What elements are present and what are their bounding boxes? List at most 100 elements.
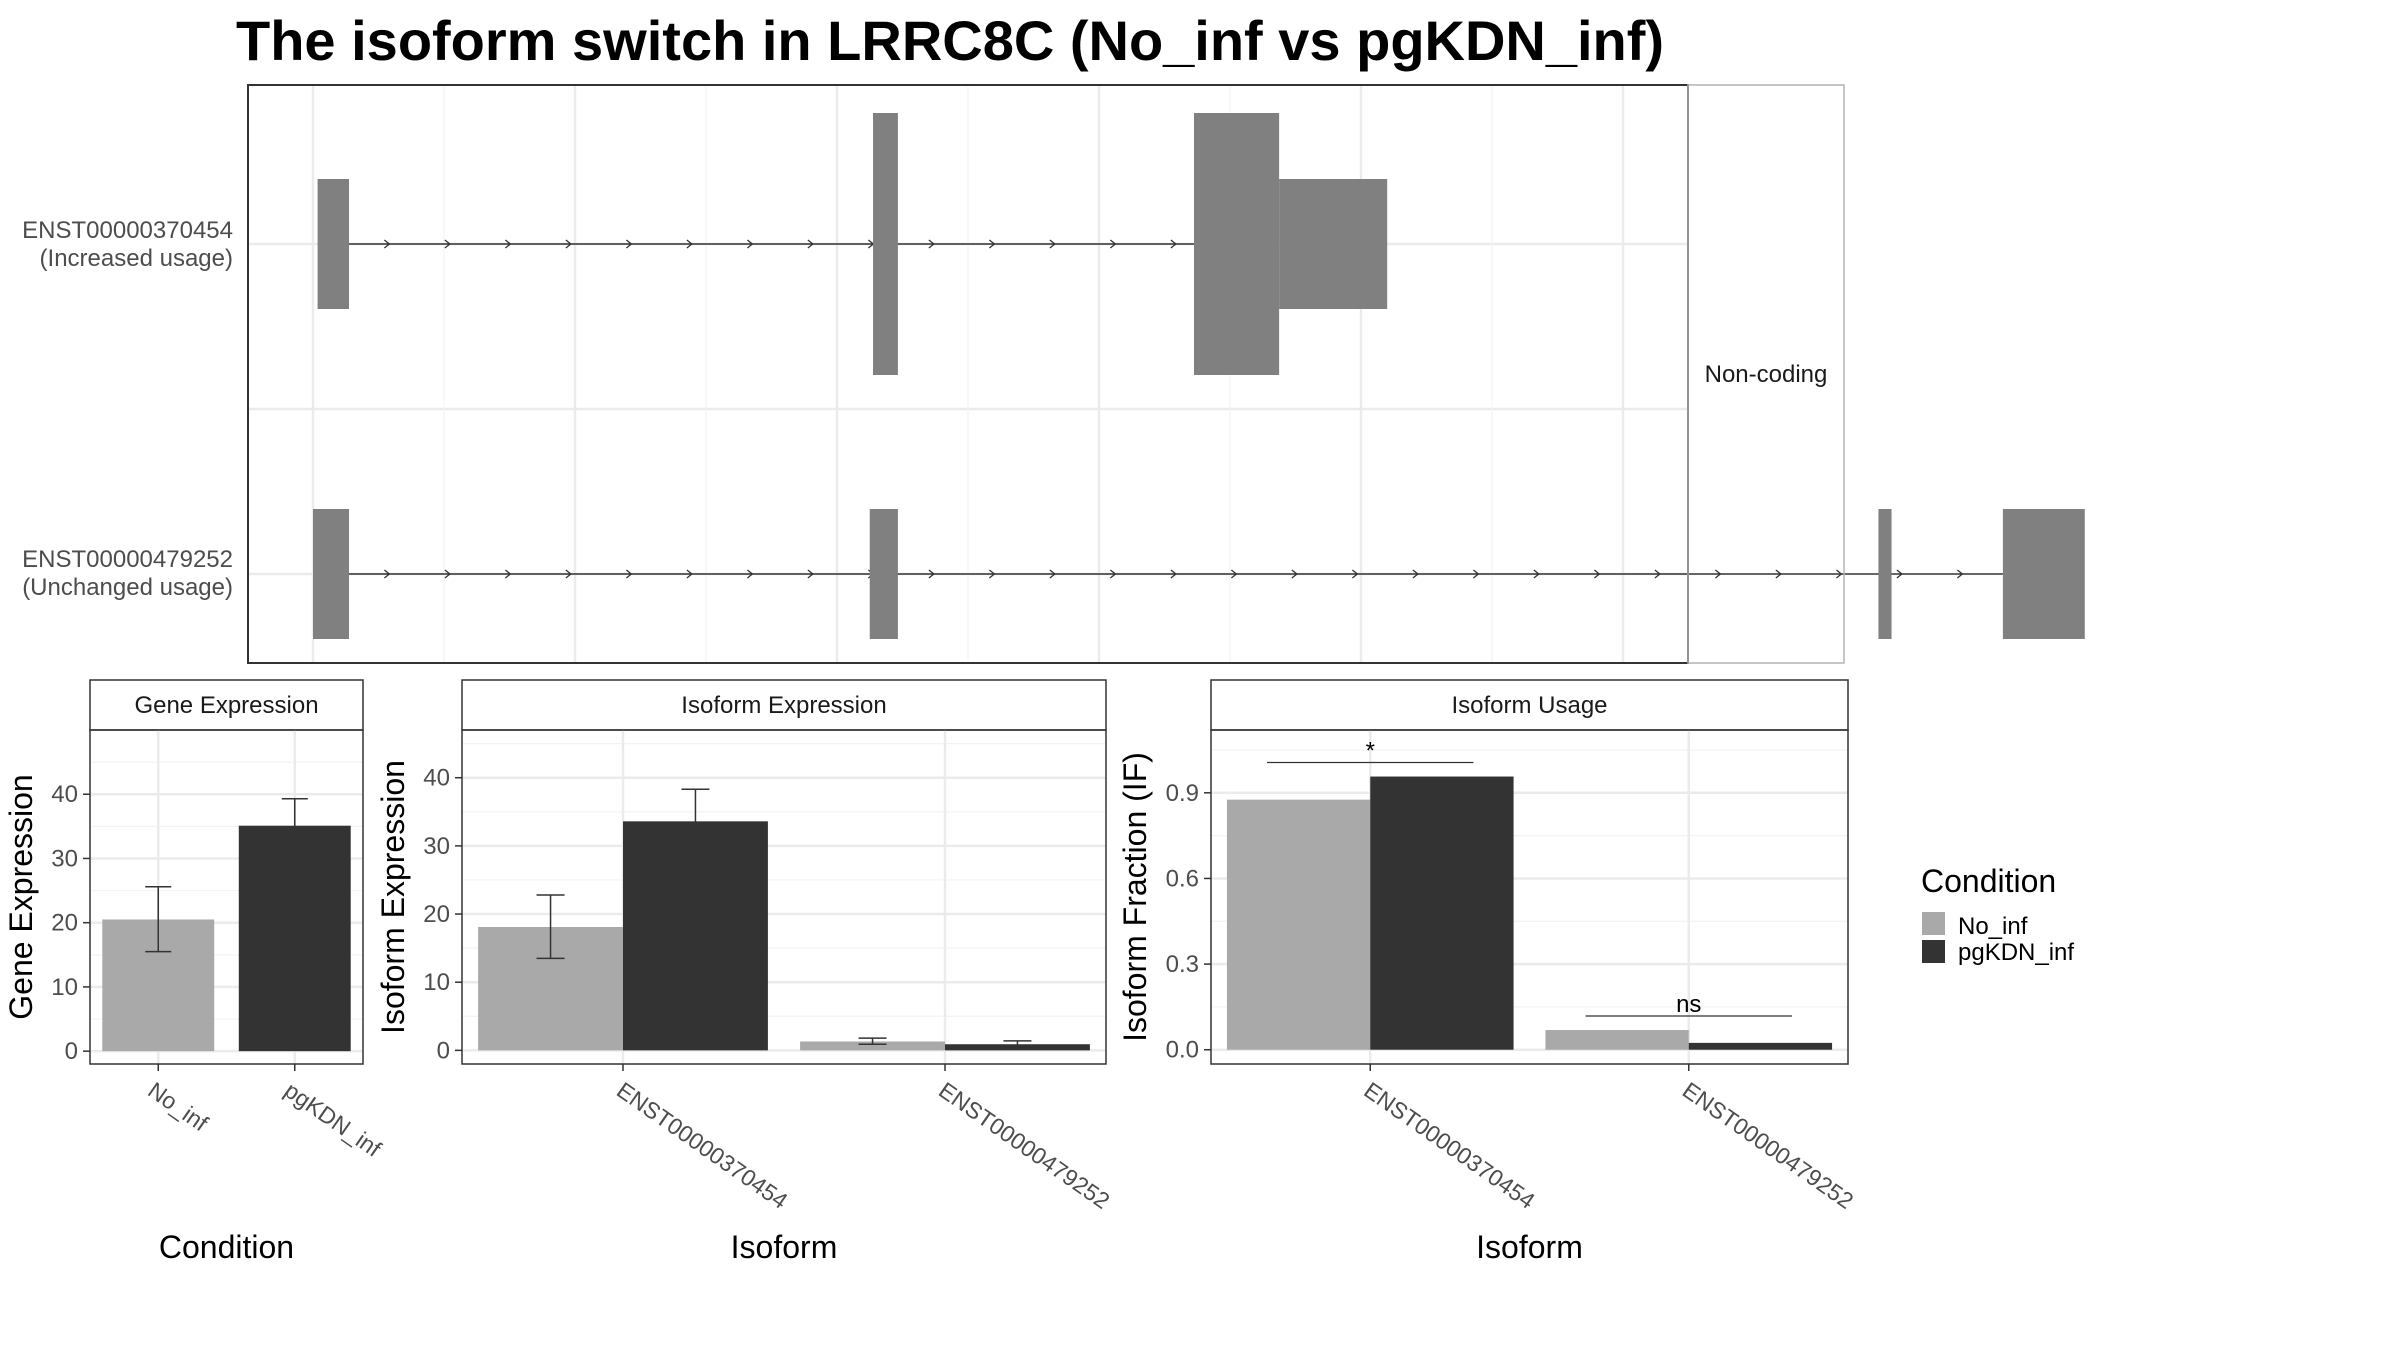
isoform-usage-x-tick-label-1: ENST00000479252 (1678, 1077, 1858, 1214)
isoform-1-exon-3 (1193, 113, 1280, 375)
intron-direction-arrow (1714, 569, 1722, 579)
isoform-expression-y-tick-label-4: 40 (423, 765, 450, 792)
intron-direction-arrow (807, 239, 814, 249)
gene-expression-border (89, 729, 364, 1065)
isoform-1-usage-label: (Increased usage) (40, 245, 233, 272)
isoform-usage-bar-1-1 (1688, 1042, 1833, 1050)
isoform-expression-strip (461, 679, 1107, 731)
intron-direction-arrow (1291, 569, 1298, 579)
isoform-usage-plot: 0.0 0.3 0.6 0.9 * ns ENST00000370454 ENST000004… (1166, 730, 1858, 1214)
isoform-2-id-label: ENST00000479252 (22, 546, 233, 573)
intron-direction-arrow (1170, 569, 1177, 579)
intron-direction-arrow (504, 239, 512, 249)
isoform-usage-y-tick-label-1: 0.3 (1166, 951, 1199, 978)
intron-direction-arrow (1775, 569, 1782, 579)
intron-direction-arrow (1533, 569, 1540, 579)
isoform-expression-x-tick-label-1: ENST00000479252 (934, 1077, 1114, 1214)
isoform-2-exon-3 (1878, 509, 1892, 639)
isoform-usage-border (1210, 729, 1849, 1065)
isoform-2-exon-2 (869, 509, 898, 639)
intron-direction-arrow (686, 239, 693, 249)
isoform-expression-border (461, 729, 1107, 1065)
isoform-usage-strip (1210, 679, 1849, 731)
legend-label-pgkdn-inf: pgKDN_inf (1958, 939, 2074, 966)
isoform-expression-bar-1-0 (623, 821, 768, 1051)
intron-direction-arrow (565, 239, 572, 249)
intron-direction-arrow (988, 569, 996, 579)
isoform-2-labels: ENST00000479252 (Unchanged usage) (22, 546, 233, 601)
intron-direction-arrow (1835, 569, 1843, 579)
intron-direction-arrow (928, 239, 935, 249)
isoform-2-usage-label: (Unchanged usage) (22, 574, 233, 601)
facet-label-non-coding: Non-coding (1705, 361, 1828, 388)
intron-direction-arrow (1412, 569, 1419, 579)
intron-direction-arrow (1109, 569, 1117, 579)
isoform-usage-x-title: Isoform (1476, 1229, 1583, 1265)
gene-expression-y-tick-label-0: 0 (65, 1038, 78, 1065)
isoform-usage-bar-0-0 (1226, 799, 1371, 1050)
isoform-expression-y-title: Isoform Expression (375, 760, 411, 1034)
isoform-expression-x-title: Isoform (731, 1229, 838, 1265)
gene-expression-y-tick-label-4: 40 (51, 781, 78, 808)
isoform-usage-strip-label: Isoform Usage (1451, 692, 1607, 719)
isoform-expression-plot: 0 10 20 30 40 ENST00000370454 ENST00000479252 (423, 730, 1115, 1214)
legend-label-no-inf: No_inf (1958, 913, 2028, 940)
intron-direction-arrow (1049, 569, 1056, 579)
intron-direction-arrow (1472, 569, 1480, 579)
isoform-usage-bar-0-1 (1545, 1030, 1689, 1050)
intron-direction-arrow (746, 569, 754, 579)
intron-direction-arrow (1170, 239, 1177, 249)
intron-direction-arrow (1956, 569, 1964, 579)
isoform-usage-x-tick-label-0: ENST00000370454 (1359, 1077, 1540, 1214)
isoform-2-exon-4 (2002, 509, 2085, 639)
isoform-usage-significance-label-1: ns (1676, 991, 1701, 1018)
intron-direction-arrow (565, 569, 572, 579)
intron-direction-arrow (1230, 569, 1238, 579)
intron-direction-arrow (383, 569, 391, 579)
gene-expression-strip-label: Gene Expression (134, 692, 318, 719)
intron-direction-arrow (383, 239, 391, 249)
isoform-usage-bar-1-0 (1370, 776, 1514, 1050)
isoform-expression-panel: Isoform Expression 0 10 20 30 40 ENST00000370… (375, 679, 1115, 1265)
isoform-expression-y-tick-label-2: 20 (423, 901, 450, 928)
intron-direction-arrow (504, 569, 512, 579)
isoform-1-exon-2 (873, 113, 898, 375)
isoform-expression-y-tick-label-3: 30 (423, 833, 450, 860)
intron-direction-arrow (686, 569, 693, 579)
isoform-1-id-label: ENST00000370454 (22, 217, 233, 244)
gene-structure-marks (313, 113, 2085, 639)
isoform-usage-y-tick-label-3: 0.9 (1166, 780, 1199, 807)
gene-structure-grid (248, 85, 1688, 663)
gene-expression-bar-1 (238, 825, 351, 1052)
isoform-expression-y-tick-label-1: 10 (423, 969, 450, 996)
isoform-usage-significance-label-0: * (1366, 738, 1375, 765)
isoform-1-labels: ENST00000370454 (Increased usage) (22, 217, 233, 272)
gene-expression-x-tick-label-0: No_inf (143, 1077, 213, 1137)
gene-structure-facet-strip (1687, 84, 1845, 664)
intron-direction-arrow (444, 239, 451, 249)
isoform-expression-x-tick-label-0: ENST00000370454 (612, 1077, 793, 1214)
isoform-1-exon-4 (1279, 179, 1388, 309)
isoform-usage-y-title: Isoform Fraction (IF) (1117, 752, 1153, 1042)
isoform-2-exon-1 (313, 509, 350, 639)
intron-direction-arrow (807, 569, 814, 579)
isoform-expression-bar-0-1 (800, 1041, 945, 1051)
gene-expression-y-title: Gene Expression (3, 774, 39, 1019)
gene-expression-y-tick-label-1: 10 (51, 974, 78, 1001)
intron-direction-arrow (625, 569, 633, 579)
isoform-1-exon-1 (317, 179, 350, 309)
intron-direction-arrow (1049, 239, 1056, 249)
legend: Condition No_inf pgKDN_inf (1921, 863, 2074, 966)
intron-direction-arrow (625, 239, 633, 249)
legend-swatch-no-inf (1922, 912, 1945, 935)
isoform-expression-strip-label: Isoform Expression (681, 692, 886, 719)
isoform-expression-y-tick-label-0: 0 (437, 1037, 450, 1064)
intron-direction-arrow (1896, 569, 1903, 579)
intron-direction-arrow (988, 239, 996, 249)
gene-expression-y-tick-label-2: 20 (51, 910, 78, 937)
intron-direction-arrow (1654, 569, 1661, 579)
gene-expression-plot: 0 10 20 30 40 No_inf pgKDN_inf (51, 730, 386, 1162)
intron-direction-arrow (1593, 569, 1601, 579)
gene-expression-strip (89, 679, 364, 731)
